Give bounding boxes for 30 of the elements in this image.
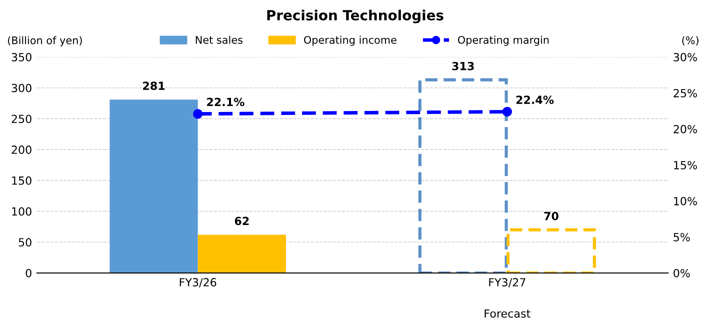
data-label: 313 <box>452 62 474 70</box>
data-label: 62 <box>234 216 249 226</box>
y2-tick-label: 15% <box>674 160 697 170</box>
y2-tick-label: 0% <box>674 268 690 278</box>
legend-label: Net sales <box>196 36 242 44</box>
y-tick-label: 200 <box>12 146 32 154</box>
y-tick-label: 350 <box>12 52 32 62</box>
y-tick-label: 50 <box>18 238 32 247</box>
y-tick-label: 100 <box>12 207 32 216</box>
y2-tick-label: 25% <box>674 88 697 98</box>
x-tick-label: FY3/26 <box>180 278 216 288</box>
y-tick-label: 0 <box>26 268 32 278</box>
data-label: 70 <box>544 212 558 220</box>
data-label: 281 <box>143 82 165 90</box>
y2-tick-label: 10% <box>674 196 697 206</box>
y2-tick-label: 5% <box>674 232 690 242</box>
data-label: 22.1% <box>207 98 244 106</box>
y2-tick-label: 30% <box>674 52 697 62</box>
y-tick-label: 150 <box>12 176 32 185</box>
y-tick-label: 300 <box>12 84 32 92</box>
chart-title: Precision Technologies <box>267 10 444 24</box>
legend-label: Operating margin <box>458 36 549 46</box>
text: Forecast <box>484 309 530 318</box>
y2-tick-label: 20% <box>674 124 697 134</box>
legend-label: Operating income <box>304 36 396 46</box>
y-tick-label: 250 <box>12 114 32 124</box>
data-label: 22.4% <box>516 96 554 104</box>
y-axis-title: (Billion of yen) <box>8 36 82 46</box>
x-tick-label: FY3/27 <box>489 278 526 288</box>
y2-axis-title: (%) <box>682 36 698 46</box>
